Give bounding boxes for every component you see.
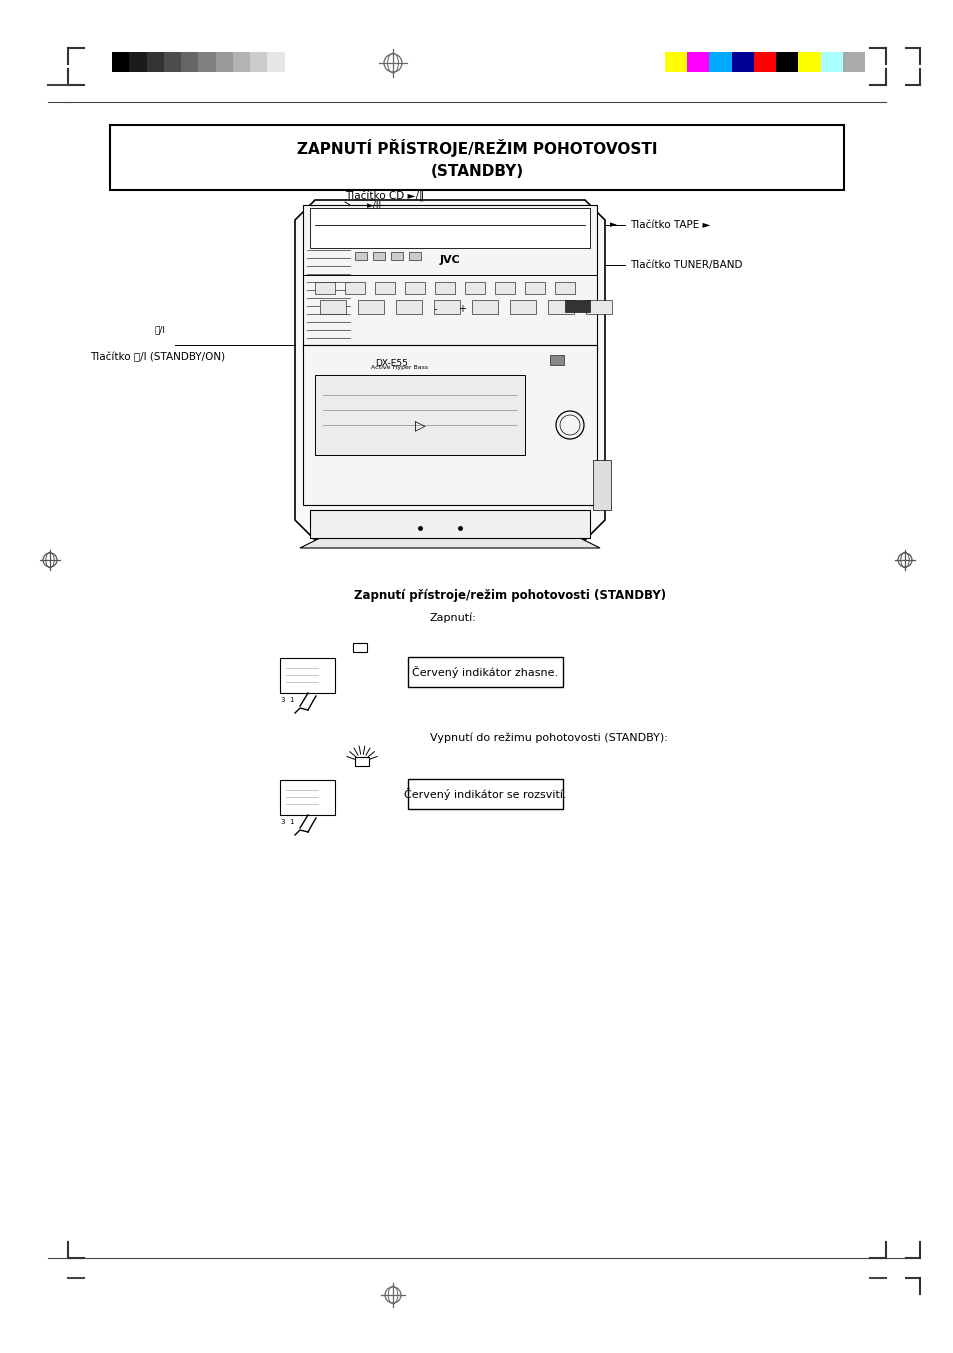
Bar	[164, 51, 181, 72]
Bar	[283, 783, 320, 808]
Bar	[550, 354, 563, 365]
Bar	[303, 206, 597, 350]
Bar	[686, 51, 709, 72]
Bar	[798, 51, 820, 72]
Bar	[593, 460, 610, 510]
Text: Tlačítko ⏻/Ⅰ (STANDBY/ON): Tlačítko ⏻/Ⅰ (STANDBY/ON)	[90, 352, 225, 363]
Bar	[250, 51, 267, 72]
Bar	[357, 300, 384, 314]
Bar	[198, 51, 215, 72]
Polygon shape	[280, 658, 335, 693]
Bar	[130, 51, 147, 72]
Bar	[353, 643, 367, 652]
Polygon shape	[280, 779, 335, 815]
Bar	[820, 51, 841, 72]
Bar	[408, 779, 562, 809]
Bar	[564, 300, 589, 313]
Bar	[110, 124, 843, 189]
Text: 3  1: 3 1	[281, 819, 294, 825]
Bar	[464, 281, 484, 294]
Text: -: -	[433, 304, 436, 314]
Text: Tlačítko TAPE ►: Tlačítko TAPE ►	[629, 221, 710, 230]
Bar	[303, 345, 597, 505]
Bar	[284, 51, 302, 72]
Bar	[319, 300, 346, 314]
Bar	[267, 51, 284, 72]
Bar	[375, 281, 395, 294]
Bar	[314, 375, 524, 455]
Bar	[409, 252, 420, 260]
Bar	[408, 658, 562, 687]
Text: 3  1: 3 1	[281, 697, 294, 704]
Bar	[373, 252, 385, 260]
Text: DX-E55: DX-E55	[375, 359, 408, 368]
Bar	[405, 281, 424, 294]
Bar	[776, 51, 798, 72]
Bar	[215, 51, 233, 72]
Polygon shape	[294, 200, 604, 540]
Bar	[310, 510, 589, 538]
Bar	[283, 662, 320, 686]
Bar	[434, 300, 459, 314]
Text: ⏻/Ⅰ: ⏻/Ⅰ	[154, 326, 165, 334]
Bar	[495, 281, 515, 294]
Bar	[310, 208, 589, 248]
Bar	[355, 756, 369, 766]
Text: Červený indikátor se rozsvití.: Červený indikátor se rozsvití.	[403, 787, 566, 800]
Bar	[435, 281, 455, 294]
Text: ZAPNUTÍ PŘÍSTROJE/REŽIM POHOTOVOSTI: ZAPNUTÍ PŘÍSTROJE/REŽIM POHOTOVOSTI	[296, 139, 657, 157]
Bar	[510, 300, 536, 314]
Bar	[547, 300, 574, 314]
Bar	[147, 51, 164, 72]
Text: Tlačítko CD ►/‖: Tlačítko CD ►/‖	[345, 192, 424, 203]
Bar	[731, 51, 753, 72]
Bar	[524, 281, 544, 294]
Text: ►/II: ►/II	[367, 200, 382, 210]
Bar	[112, 51, 130, 72]
Bar	[355, 252, 367, 260]
Bar	[585, 300, 612, 314]
Text: +: +	[457, 304, 465, 314]
Bar	[233, 51, 250, 72]
Text: Červený indikátor zhasne.: Červený indikátor zhasne.	[412, 666, 558, 678]
Text: Vypnutí do režimu pohotovosti (STANDBY):: Vypnutí do režimu pohotovosti (STANDBY):	[430, 733, 667, 743]
Polygon shape	[299, 538, 599, 548]
Bar	[314, 281, 335, 294]
Bar	[841, 51, 864, 72]
Text: Active Hyper Bass: Active Hyper Bass	[371, 364, 428, 369]
Bar	[395, 300, 421, 314]
Text: Tlačítko TUNER/BAND: Tlačítko TUNER/BAND	[629, 260, 741, 271]
Bar	[709, 51, 731, 72]
Bar	[391, 252, 402, 260]
Text: ►: ►	[609, 221, 617, 230]
Text: (STANDBY): (STANDBY)	[430, 165, 523, 180]
Text: Zapnutí přístroje/režim pohotovosti (STANDBY): Zapnutí přístroje/režim pohotovosti (STA…	[354, 589, 665, 602]
Bar	[753, 51, 776, 72]
Text: ▷: ▷	[415, 418, 425, 432]
Bar	[555, 281, 575, 294]
Bar	[664, 51, 686, 72]
Text: Zapnutí:: Zapnutí:	[430, 613, 476, 624]
Bar	[345, 281, 365, 294]
Bar	[472, 300, 497, 314]
Text: JVC: JVC	[439, 254, 460, 265]
Bar	[181, 51, 198, 72]
